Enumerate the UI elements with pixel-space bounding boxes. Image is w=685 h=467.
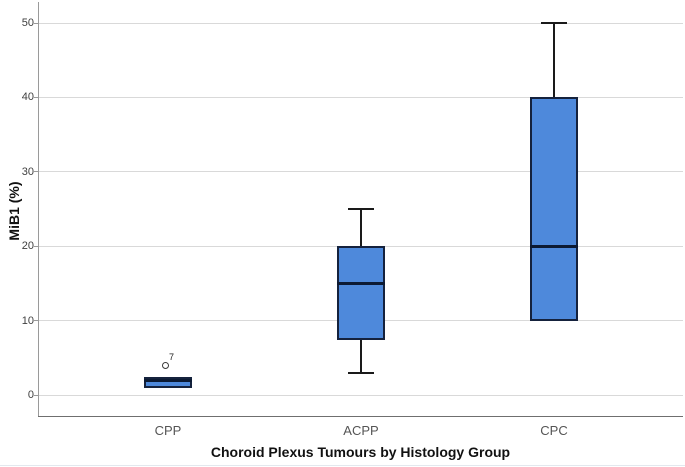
box-cpp [144,376,192,388]
upper-whisker-stem [553,23,555,98]
gridline [38,171,683,173]
lower-whisker-stem [360,339,362,374]
y-axis-tick [34,320,38,322]
outlier-case-label: 7 [169,351,175,362]
x-category-label: CPP [154,423,182,438]
x-axis-title: Choroid Plexus Tumours by Histology Grou… [210,444,511,460]
y-axis-tick [34,171,38,173]
median-line [144,379,192,382]
y-tick-label: 50 [21,17,34,29]
x-category-label: ACPP [343,423,379,438]
box-cpc [530,97,578,321]
lower-whisker-cap [348,372,374,375]
x-axis-line [38,416,683,417]
x-category-label: CPC [540,423,568,438]
y-tick-label: 30 [21,165,34,178]
box-acpp [337,246,385,340]
y-axis-tick [34,96,38,98]
gridline [38,96,683,98]
gridline [38,394,683,396]
y-axis-line [38,2,39,416]
y-axis-title: MiB1 (%) [6,181,22,241]
y-axis-tick [34,22,38,24]
upper-whisker-cap [541,22,567,24]
outlier-marker [161,362,169,370]
gridline [38,22,683,24]
upper-whisker-cap [348,208,374,211]
bottom-edge-line [0,465,685,466]
median-line [337,282,385,286]
y-tick-label: 20 [21,240,34,253]
y-tick-label: 10 [21,314,34,327]
y-tick-label: 0 [27,389,34,402]
y-axis-tick [34,394,38,396]
y-tick-label: 40 [21,91,34,104]
median-line [530,244,578,248]
y-axis-tick [34,245,38,247]
upper-whisker-stem [360,209,362,247]
